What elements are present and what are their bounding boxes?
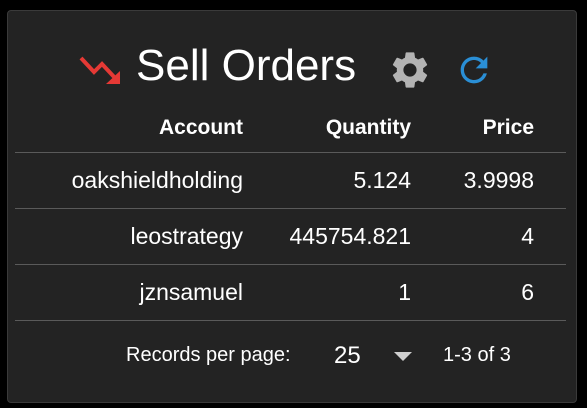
cell-spacer	[534, 208, 566, 265]
cell-account: jznsamuel	[15, 264, 243, 321]
trending-down-icon	[79, 56, 120, 84]
sell-orders-card: Sell Orders Account Quantity Price oaksh…	[7, 10, 577, 403]
table-row[interactable]: leostrategy 445754.821 4	[15, 208, 566, 265]
cell-quantity: 5.124	[243, 152, 411, 209]
table-header-row: Account Quantity Price	[15, 103, 566, 153]
page-title: Sell Orders	[136, 41, 357, 90]
column-spacer	[534, 103, 566, 153]
records-per-page-value: 25	[334, 342, 361, 369]
records-per-page-select[interactable]: 25	[334, 338, 424, 372]
cell-quantity: 445754.821	[243, 208, 411, 265]
cell-spacer	[534, 264, 566, 321]
table-row[interactable]: jznsamuel 1 6	[15, 264, 566, 321]
orders-table: Account Quantity Price oakshieldholding …	[15, 103, 566, 321]
cell-account: leostrategy	[15, 208, 243, 265]
pagination-footer: Records per page: 25 1-3 of 3	[8, 336, 576, 376]
cell-account: oakshieldholding	[15, 152, 243, 209]
cell-price: 6	[411, 264, 534, 321]
cell-quantity: 1	[243, 264, 411, 321]
column-header-account[interactable]: Account	[15, 103, 243, 153]
column-header-quantity[interactable]: Quantity	[243, 103, 411, 153]
cell-spacer	[534, 152, 566, 209]
card-header: Sell Orders	[8, 39, 576, 99]
gear-icon[interactable]	[388, 48, 432, 92]
cell-price: 3.9998	[411, 152, 534, 209]
records-per-page-label: Records per page:	[126, 344, 291, 366]
table-row[interactable]: oakshieldholding 5.124 3.9998	[15, 152, 566, 209]
cell-price: 4	[411, 208, 534, 265]
pagination-range: 1-3 of 3	[443, 344, 511, 366]
chevron-down-icon	[394, 352, 412, 361]
refresh-icon[interactable]	[454, 50, 494, 90]
column-header-price[interactable]: Price	[411, 103, 534, 153]
